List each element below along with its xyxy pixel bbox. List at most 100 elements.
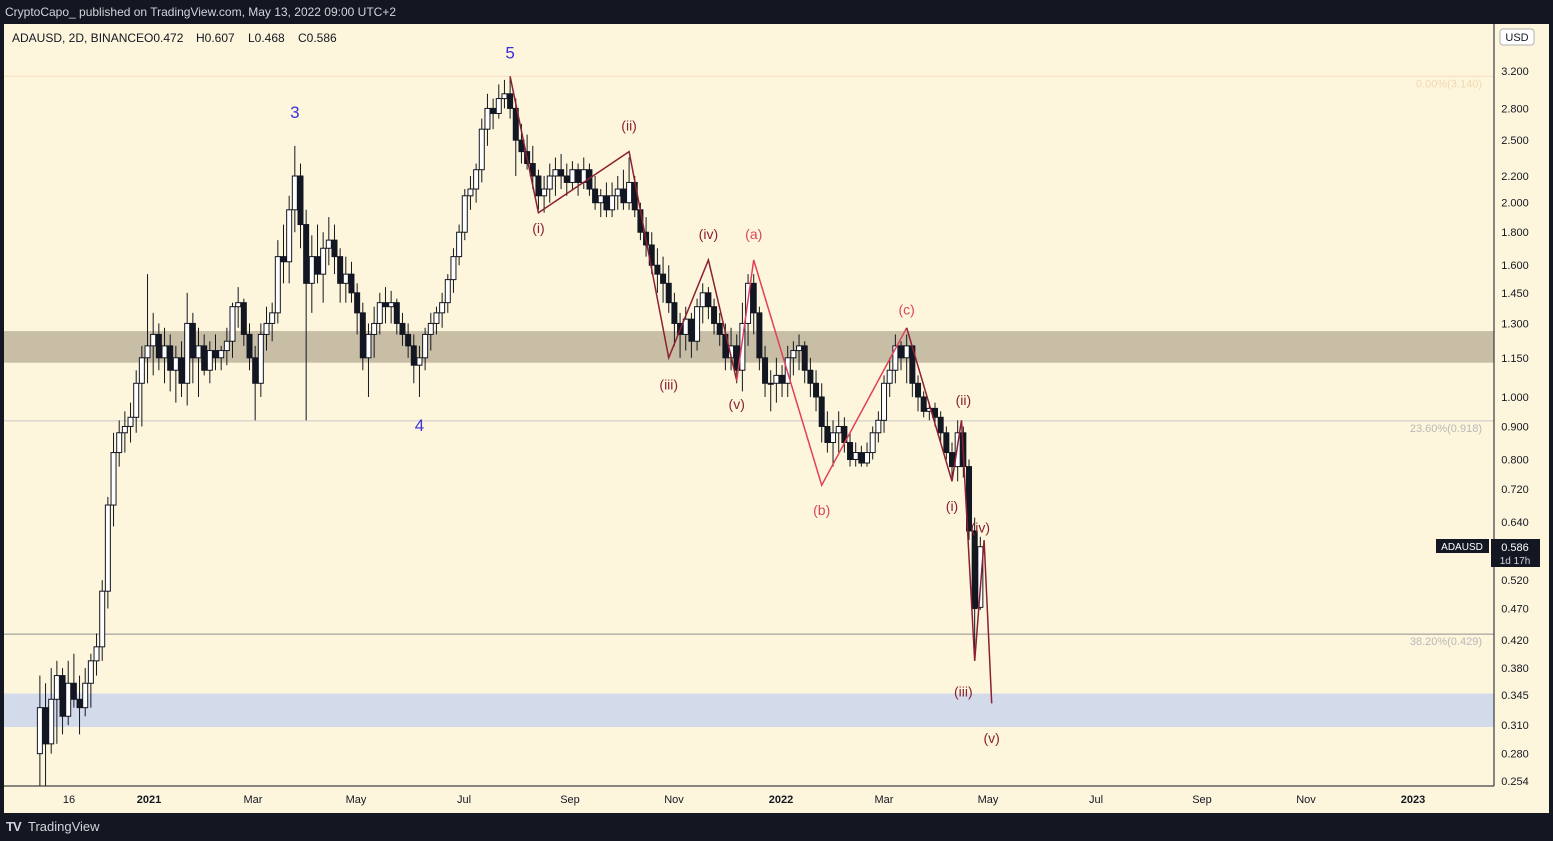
price-tag-countdown: 1d 17h <box>1500 556 1531 567</box>
candle-body <box>813 382 820 398</box>
price-zone-1 <box>4 693 1494 727</box>
chart-frame[interactable]: 0.00%(3.140) 23.60%(0.918) 38.20%(0.429) 3… <box>4 24 1549 813</box>
candle <box>609 182 616 218</box>
candle <box>943 426 950 460</box>
candle <box>286 195 293 284</box>
y-tick-label: 0.345 <box>1501 690 1529 702</box>
candle-body <box>93 646 100 662</box>
ohlc-low: L0.468 <box>248 31 285 45</box>
candle <box>76 675 83 735</box>
candle-body <box>76 698 83 709</box>
x-tick-label: 2023 <box>1401 794 1425 806</box>
price-tag-value: 0.586 <box>1501 542 1529 554</box>
candle <box>467 176 474 210</box>
candle-body <box>439 302 446 314</box>
y-tick-label: 0.470 <box>1501 604 1529 616</box>
candle-body <box>59 675 66 717</box>
candle-body <box>552 169 559 177</box>
candle <box>699 283 706 324</box>
wave-label: (v) <box>984 730 1000 746</box>
candle <box>671 292 678 346</box>
candle-body <box>892 345 899 371</box>
candle-body <box>716 322 723 335</box>
candle <box>104 496 111 609</box>
wave-label: (iv) <box>699 226 718 242</box>
candle <box>116 420 123 467</box>
candle <box>53 660 60 744</box>
candle <box>59 668 66 735</box>
candle <box>864 442 871 467</box>
candle-body <box>337 256 344 284</box>
candle-body <box>65 682 72 717</box>
candle-body <box>184 322 191 384</box>
x-tick-label: Sep <box>560 794 580 806</box>
candle-body <box>535 175 542 197</box>
candle-body <box>688 318 695 342</box>
candle <box>218 345 225 371</box>
candle-body <box>830 432 837 444</box>
candle <box>711 298 718 335</box>
y-tick-label: 2.500 <box>1501 135 1529 147</box>
candle-body <box>405 333 412 347</box>
candle-body <box>699 292 706 308</box>
candle <box>937 411 944 443</box>
candle-body <box>835 425 842 434</box>
candle <box>869 426 876 460</box>
candle-body <box>274 256 281 314</box>
candle <box>359 302 366 371</box>
wave-label: 4 <box>415 416 424 435</box>
candle-body <box>104 504 111 592</box>
candle-body <box>308 256 315 284</box>
x-tick-label: 2022 <box>769 794 793 806</box>
candle <box>348 261 355 303</box>
candle-body <box>223 340 230 352</box>
candle <box>790 341 797 376</box>
candle <box>756 306 763 371</box>
publisher-line: CryptoCapo_ published on TradingView.com… <box>5 5 397 19</box>
candle <box>592 176 599 210</box>
candle <box>172 345 179 403</box>
candle <box>422 327 429 371</box>
candle <box>433 306 440 335</box>
candle-body <box>626 181 633 204</box>
candle-body <box>82 682 89 709</box>
candle <box>365 323 372 397</box>
y-tick-label: 0.900 <box>1501 421 1529 433</box>
y-tick-label: 1.800 <box>1501 227 1529 239</box>
candle <box>229 302 236 358</box>
candle-body <box>869 432 876 454</box>
footer: TV TradingView <box>0 813 1553 841</box>
currency-button[interactable]: USD <box>1499 28 1535 46</box>
candle <box>167 334 174 392</box>
candle-body <box>937 416 944 434</box>
candle <box>716 312 723 346</box>
x-tick-label: 16 <box>63 794 75 806</box>
candle-body <box>127 416 134 427</box>
candle <box>490 98 497 130</box>
wave-label: (iii) <box>954 683 973 699</box>
candle-body <box>155 333 162 359</box>
x-tick-label: Jul <box>457 794 471 806</box>
candle-body <box>478 128 485 171</box>
candle-body <box>240 302 247 335</box>
candle <box>325 217 332 266</box>
candle <box>388 290 395 324</box>
candle-body <box>864 452 871 464</box>
candle <box>280 224 287 284</box>
ohlc-high: H0.607 <box>196 31 235 45</box>
candle-body <box>235 302 242 308</box>
candle-body <box>597 195 604 204</box>
candlestick-chart[interactable]: 0.00%(3.140) 23.60%(0.918) 38.20%(0.429) 3… <box>4 24 1549 813</box>
candle <box>82 668 89 717</box>
candle-body <box>42 707 49 745</box>
wave-label: (v) <box>729 396 745 412</box>
candle-body <box>694 306 701 342</box>
candle <box>495 84 502 119</box>
candle <box>835 411 842 453</box>
candle-body <box>201 345 208 371</box>
candle <box>575 163 582 196</box>
candle <box>603 182 610 218</box>
candle <box>297 163 304 249</box>
candle <box>614 176 621 210</box>
candle-body <box>195 345 202 359</box>
